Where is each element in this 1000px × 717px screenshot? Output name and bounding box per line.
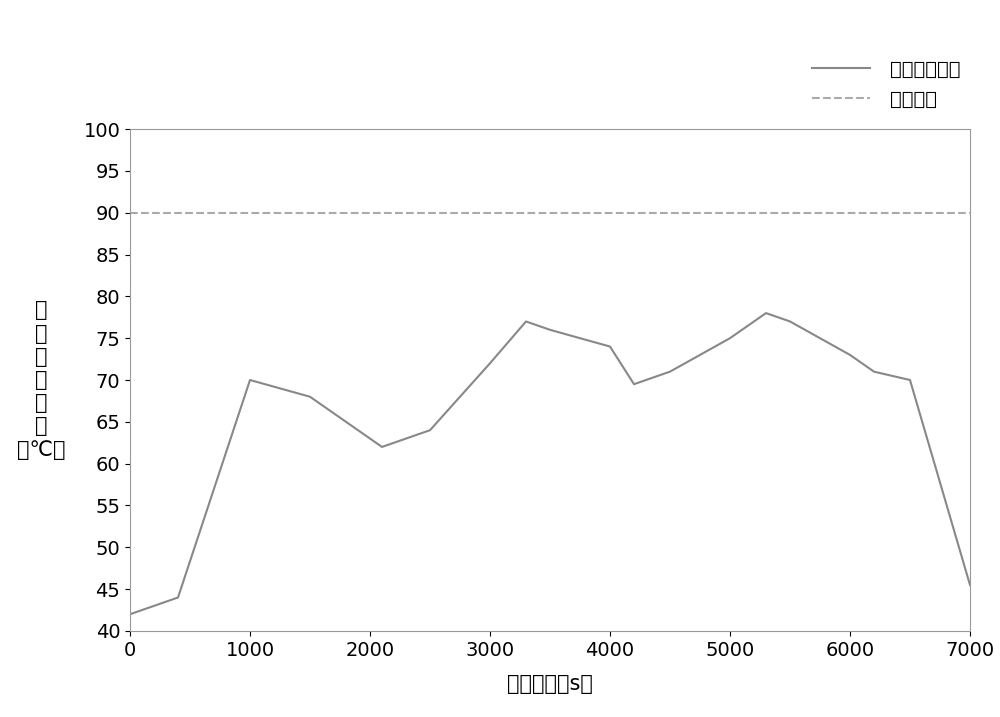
温度变化曲线 — [304, 392, 316, 401]
温度变化曲线 — [760, 309, 772, 318]
过温阙値 — [124, 209, 136, 217]
温度变化曲线 — [964, 581, 976, 589]
温度变化曲线 — [484, 359, 496, 368]
温度变化曲线 — [628, 380, 640, 389]
温度变化曲线 — [868, 367, 880, 376]
温度变化曲线 — [244, 376, 256, 384]
Y-axis label: 油
冷
电
机
温
度
（℃）: 油 冷 电 机 温 度 （℃） — [17, 300, 66, 460]
X-axis label: 行驶时间（s）: 行驶时间（s） — [507, 673, 593, 693]
Line: 温度变化曲线: 温度变化曲线 — [130, 313, 970, 614]
温度变化曲线 — [520, 317, 532, 326]
温度变化曲线 — [844, 351, 856, 359]
温度变化曲线 — [784, 317, 796, 326]
温度变化曲线 — [148, 602, 160, 610]
温度变化曲线 — [376, 442, 388, 451]
温度变化曲线 — [724, 334, 736, 343]
温度变化曲线 — [904, 376, 916, 384]
Legend: 温度变化曲线, 过温阙値: 温度变化曲线, 过温阙値 — [812, 60, 960, 109]
温度变化曲线 — [124, 610, 136, 619]
温度变化曲线 — [544, 326, 556, 334]
温度变化曲线 — [172, 593, 184, 602]
温度变化曲线 — [424, 426, 436, 435]
温度变化曲线 — [664, 367, 676, 376]
温度变化曲线 — [604, 342, 616, 351]
温度变化曲线 — [364, 435, 376, 443]
过温阙値 — [124, 209, 136, 217]
